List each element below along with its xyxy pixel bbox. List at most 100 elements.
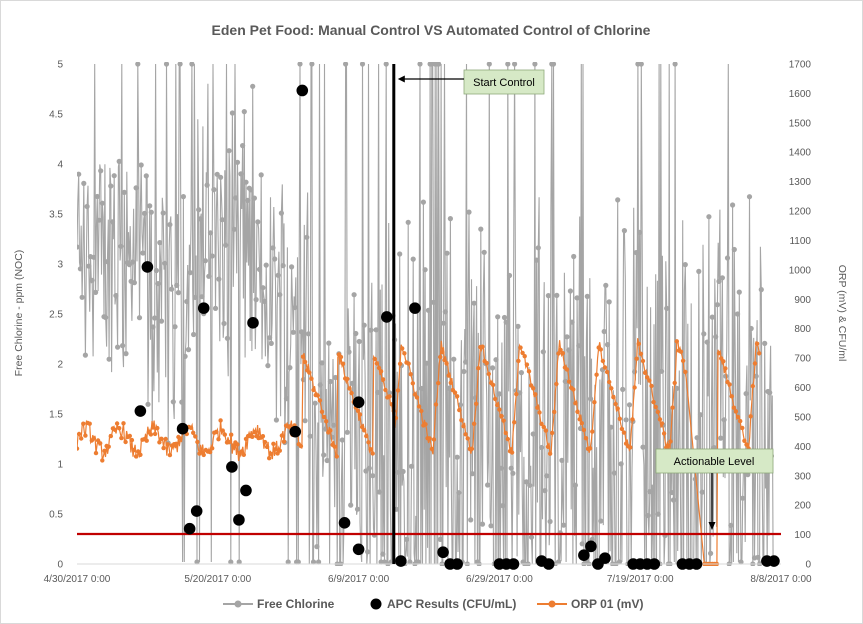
orp-point <box>452 390 458 395</box>
free-chlorine-point <box>640 444 646 450</box>
free-chlorine-point <box>767 390 773 396</box>
free-chlorine-point <box>312 400 318 406</box>
y2-tick-label: 900 <box>794 295 811 306</box>
free-chlorine-point <box>211 187 217 193</box>
orp-point <box>416 404 422 409</box>
free-chlorine-point <box>559 457 565 463</box>
apc-point <box>585 540 597 553</box>
start-control-callout-text: Start Control <box>473 77 535 89</box>
orp-point <box>615 406 620 411</box>
apc-point <box>247 317 259 329</box>
free-chlorine-point <box>111 173 117 179</box>
free-chlorine-point <box>280 263 286 269</box>
apc-point <box>226 461 238 473</box>
free-chlorine-point <box>116 158 122 164</box>
free-chlorine-point <box>728 522 734 529</box>
orp-point <box>537 410 542 415</box>
free-chlorine-point <box>343 62 349 67</box>
orp-point <box>395 388 401 393</box>
free-chlorine-point <box>260 285 266 291</box>
free-chlorine-point <box>457 402 464 408</box>
free-chlorine-point <box>265 363 271 369</box>
orp-point <box>364 433 369 439</box>
orp-point <box>733 409 739 414</box>
free-chlorine-point <box>368 327 374 333</box>
free-chlorine-point <box>550 62 557 67</box>
orp-point <box>117 426 122 431</box>
free-chlorine-point <box>212 305 219 311</box>
free-chlorine-point <box>289 264 295 270</box>
free-chlorine-point <box>528 534 535 540</box>
orp-point <box>226 440 232 445</box>
free-chlorine-point <box>532 62 538 67</box>
orp-point <box>535 405 540 410</box>
orp-point <box>108 433 114 439</box>
legend: Free Chlorine APC Results (CFU/mL) ORP 01 … <box>223 597 643 611</box>
orp-point <box>328 428 333 433</box>
free-chlorine-point <box>463 359 469 365</box>
free-chlorine-point <box>191 331 197 338</box>
orp-point <box>193 434 198 439</box>
free-chlorine-point <box>633 250 639 256</box>
free-chlorine-point <box>493 357 499 363</box>
apc-point <box>578 549 590 561</box>
free-chlorine-point <box>167 222 173 228</box>
free-chlorine-point <box>329 434 335 440</box>
free-chlorine-point <box>468 517 474 523</box>
orp-point <box>457 407 462 413</box>
free-chlorine-point <box>189 62 195 67</box>
free-chlorine-point <box>185 347 192 353</box>
free-chlorine-point <box>545 293 552 299</box>
free-chlorine-point <box>295 559 301 565</box>
orp-point <box>188 425 194 430</box>
y2-tick-label: 1700 <box>789 60 812 71</box>
free-chlorine-point <box>659 368 665 374</box>
free-chlorine-point <box>96 217 102 223</box>
free-chlorine-point <box>714 302 721 308</box>
free-chlorine-point <box>588 396 594 402</box>
orp-point <box>653 404 658 410</box>
orp-point <box>400 346 405 351</box>
free-chlorine-point <box>86 263 92 269</box>
orp-point <box>520 350 525 356</box>
free-chlorine-point <box>461 368 467 375</box>
orp-point <box>317 398 323 403</box>
legend-apc-marker <box>370 598 382 610</box>
free-chlorine-point <box>177 62 183 67</box>
free-chlorine-point <box>456 490 462 496</box>
orp-point <box>577 417 582 422</box>
free-chlorine-point <box>670 497 677 503</box>
free-chlorine-point <box>229 110 235 116</box>
free-chlorine-point <box>324 457 330 464</box>
orp-point <box>661 431 667 436</box>
orp-point <box>640 358 646 364</box>
free-chlorine-point <box>321 452 327 458</box>
free-chlorine-point <box>555 559 562 565</box>
orp-point <box>340 361 346 366</box>
free-chlorine-point <box>451 356 457 362</box>
orp-point <box>613 401 618 407</box>
free-chlorine-point <box>716 278 722 284</box>
free-chlorine-point <box>637 229 643 235</box>
free-chlorine-point <box>143 173 149 179</box>
free-chlorine-point <box>598 518 604 524</box>
free-chlorine-point <box>444 250 450 256</box>
y2-tick-label: 1500 <box>789 118 812 129</box>
orp-point <box>374 361 380 366</box>
free-chlorine-point <box>267 335 273 341</box>
orp-point <box>429 446 434 452</box>
orp-point <box>659 421 665 426</box>
orp-point <box>526 369 532 374</box>
orp-point <box>324 419 329 424</box>
free-chlorine-point <box>370 473 376 479</box>
free-chlorine-point <box>98 168 104 174</box>
orp-point <box>345 376 350 382</box>
orp-point <box>573 401 578 406</box>
orp-point <box>100 458 105 463</box>
legend-free-chlorine-label: Free Chlorine <box>257 597 335 611</box>
orp-point <box>744 442 749 447</box>
free-chlorine-point <box>206 273 212 279</box>
free-chlorine-point <box>719 275 726 281</box>
free-chlorine-point <box>490 365 496 371</box>
orp-point <box>668 439 673 444</box>
